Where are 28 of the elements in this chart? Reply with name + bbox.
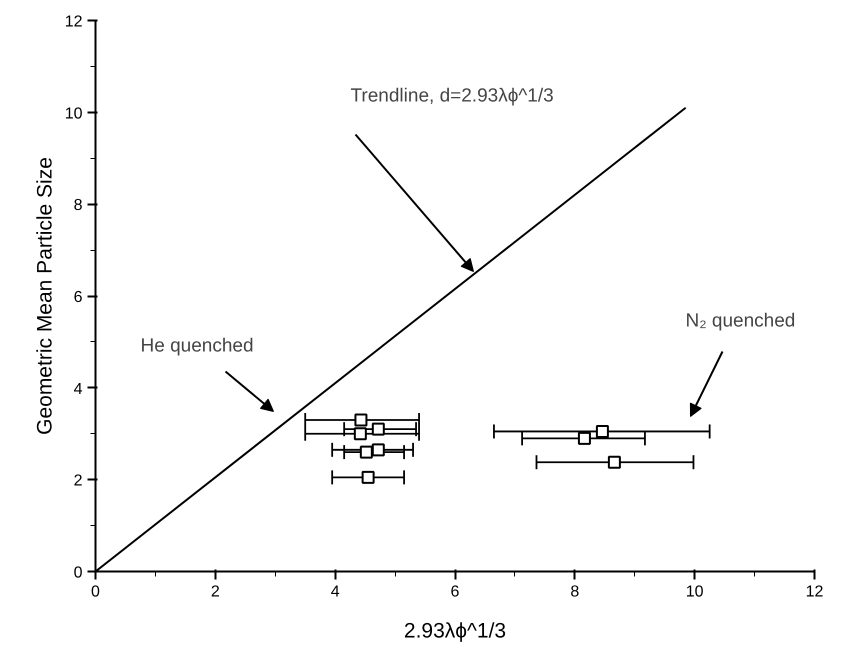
x-tick-label: 8 [570,584,580,600]
point [372,422,385,436]
x-axis-title: 2.93λϕ^1/3 [404,620,506,642]
y-tick-label: 8 [74,197,83,214]
y-tick-label: 10 [64,105,83,122]
annotation: Trendline, d=2.93λϕ^1/3 [350,86,554,106]
x-tick-label: 10 [686,584,704,600]
y-tick-label: 2 [74,472,83,490]
point [578,432,591,445]
y-tick-label: 0 [74,564,83,582]
x-tick-label: 12 [806,584,824,600]
point [354,413,368,426]
y-axis-title: Geometric Mean Particle Size [34,157,57,435]
point [360,446,373,459]
point [354,427,367,440]
y-tick-label: 12 [64,14,83,30]
annotation: He quenched [140,336,254,356]
point [596,424,609,438]
annotation: N₂ quenched [686,310,796,332]
point [372,443,385,456]
point [608,456,621,469]
y-tick-label: 6 [74,289,83,306]
x-tick-label: 4 [330,584,340,600]
y-tick-label: 4 [74,380,83,398]
x-tick-label: 0 [91,584,100,600]
x-tick-label: 6 [450,584,460,600]
point [362,470,375,484]
x-tick-label: 2 [210,584,220,600]
